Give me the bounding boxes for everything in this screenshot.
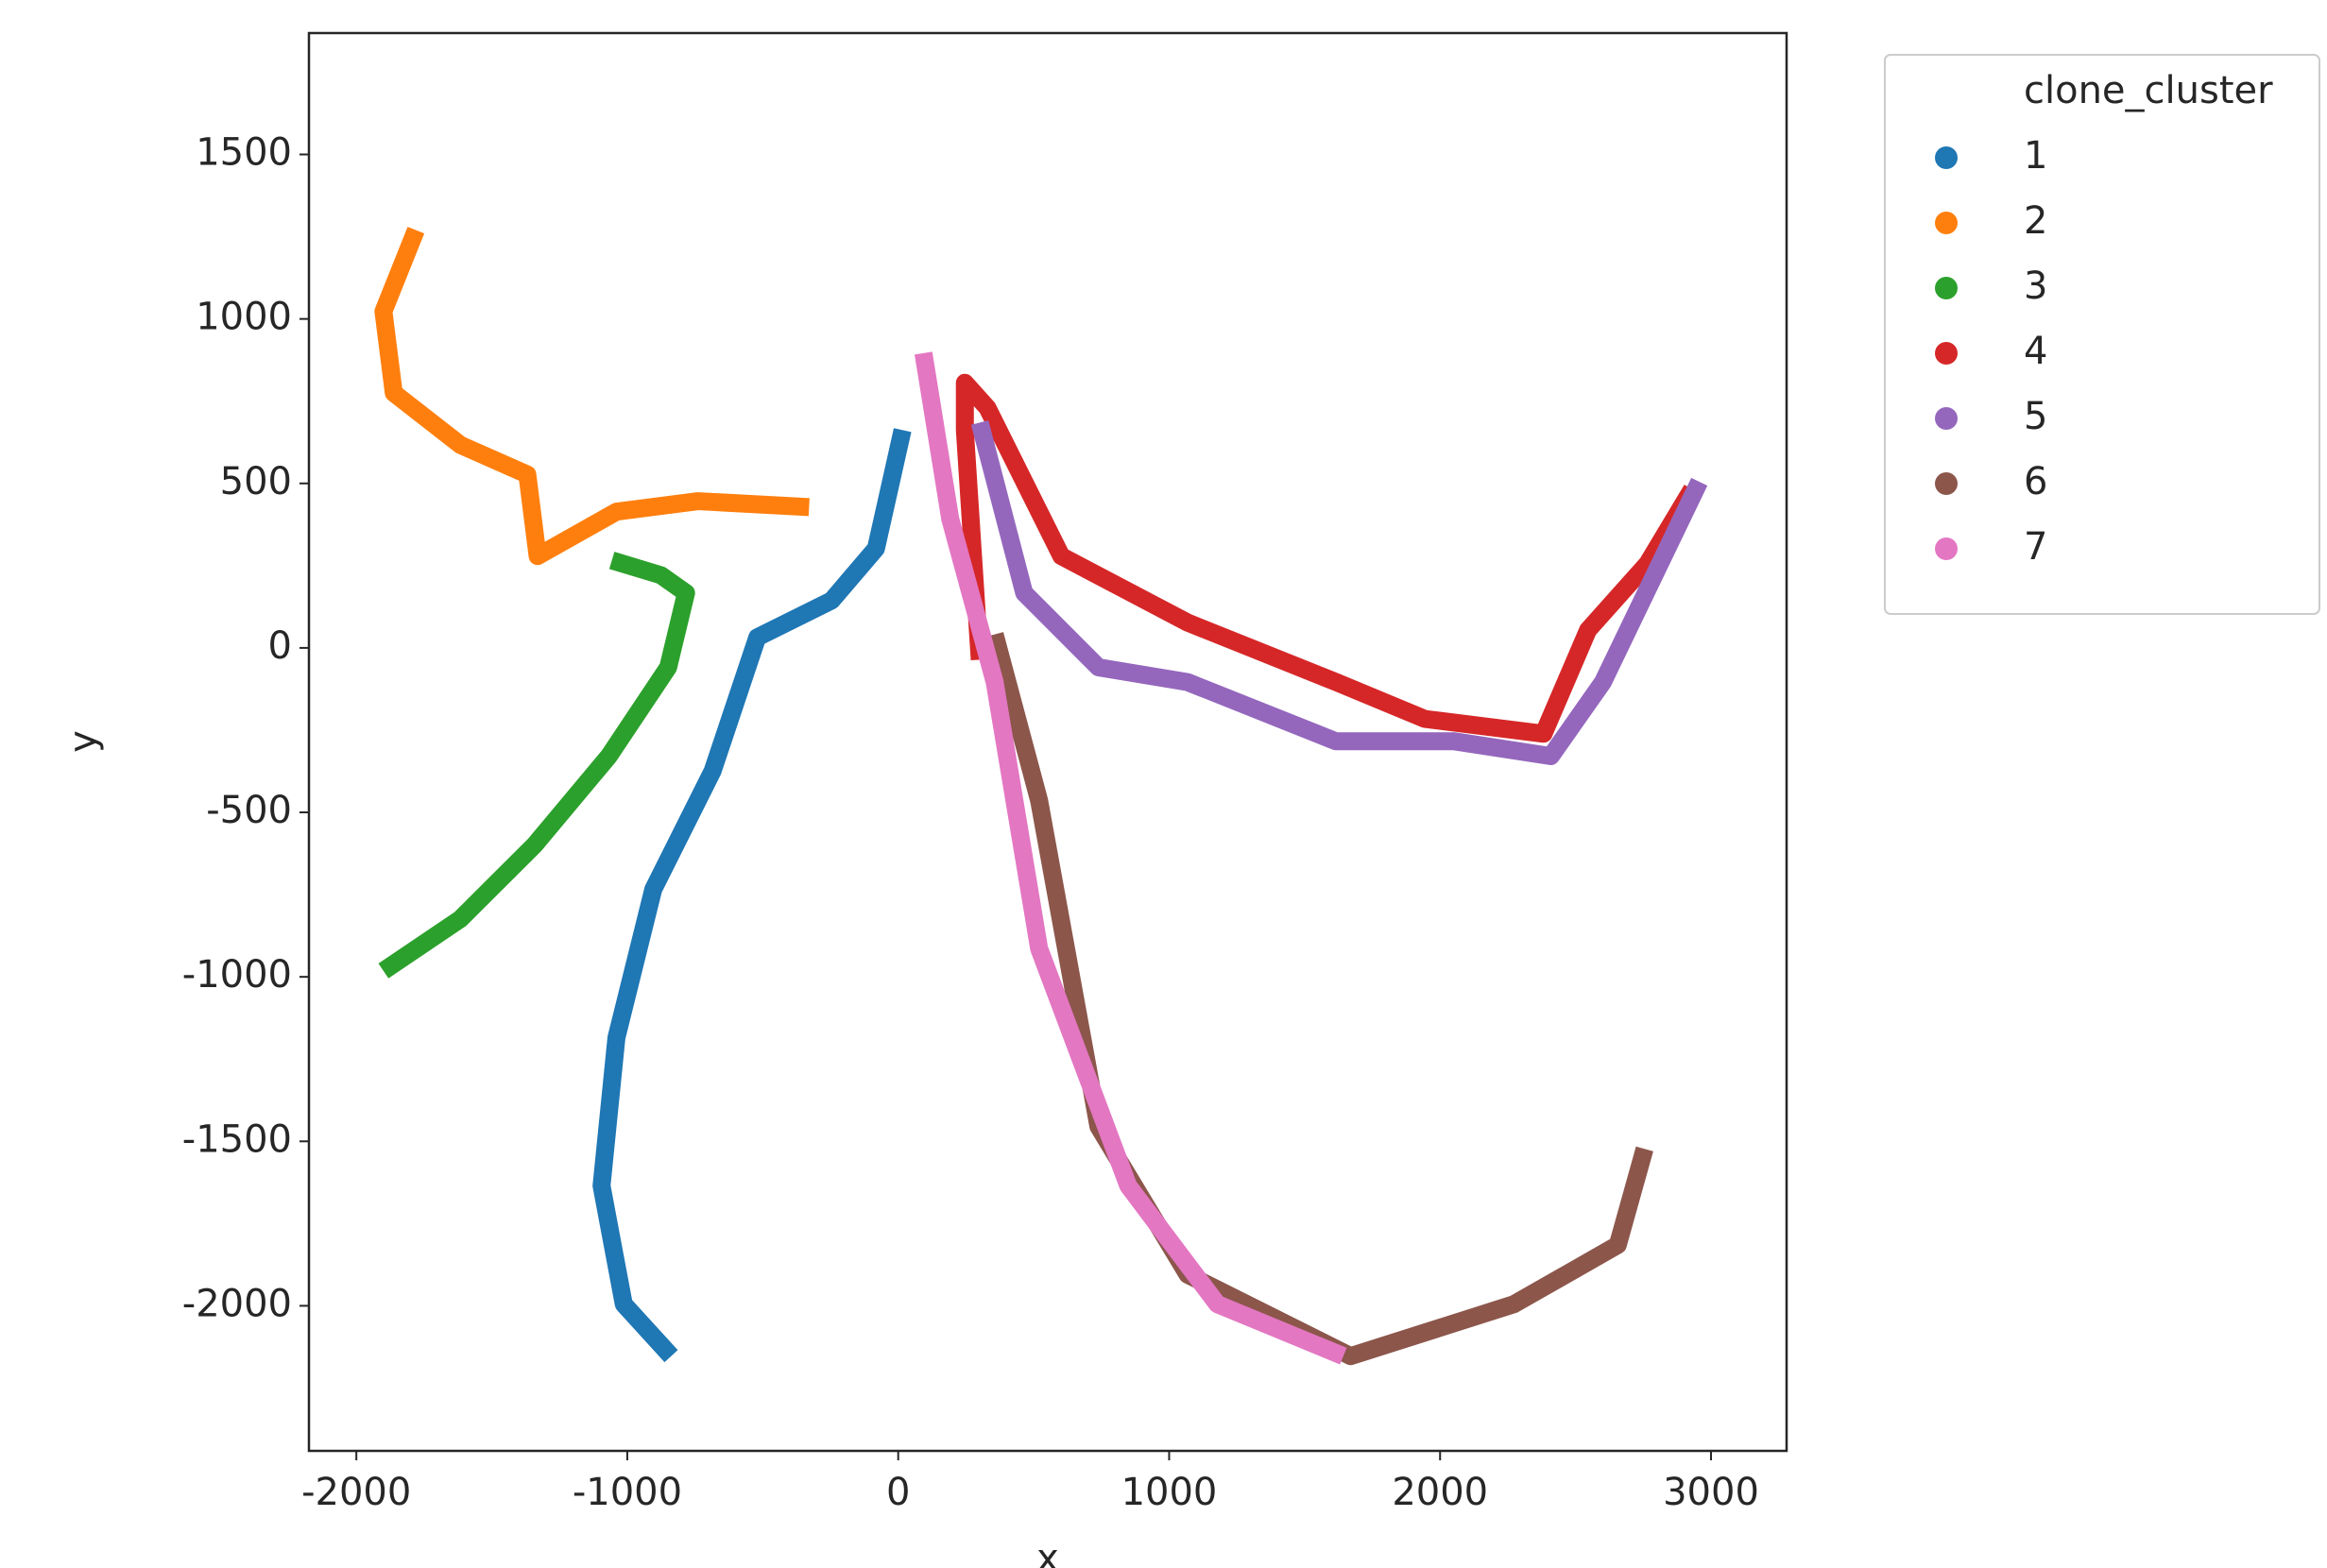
legend-marker — [1935, 407, 1958, 430]
trajectory-line — [374, 227, 810, 566]
legend-label: 2 — [2024, 199, 2047, 243]
x-tick-label: -1000 — [573, 1471, 682, 1514]
legend-marker — [1935, 277, 1958, 299]
x-tick-label: 2000 — [1392, 1471, 1488, 1514]
legend-marker — [1935, 537, 1958, 560]
y-tick-label: -1000 — [182, 953, 292, 997]
x-tick-label: 1000 — [1121, 1471, 1218, 1514]
y-tick-label: 1500 — [196, 131, 292, 175]
trajectory-line — [970, 419, 1708, 765]
legend-marker — [1935, 342, 1958, 365]
legend-label: 5 — [2024, 395, 2047, 438]
legend-label: 6 — [2024, 460, 2047, 503]
y-tick-label: 1000 — [196, 296, 292, 339]
legend-marker — [1935, 146, 1958, 169]
legend-label: 7 — [2024, 525, 2047, 569]
trajectory-line — [378, 552, 695, 979]
legend-label: 1 — [2024, 134, 2047, 178]
y-tick-label: -1500 — [182, 1117, 292, 1161]
trajectory-line — [985, 632, 1653, 1366]
legend-marker — [1935, 212, 1958, 234]
legend-label: 3 — [2024, 264, 2047, 308]
trajectory-line — [914, 351, 1347, 1365]
legend-box — [1884, 54, 2320, 615]
axes-frame — [307, 31, 1788, 1453]
legend-title: clone_cluster — [2024, 69, 2273, 112]
y-tick-label: 500 — [220, 460, 292, 503]
y-axis-label: y — [61, 730, 105, 753]
y-tick-label: -2000 — [182, 1282, 292, 1325]
legend-label: 4 — [2024, 330, 2047, 373]
trajectory-line — [955, 373, 1701, 743]
trajectory-line — [592, 428, 912, 1363]
legend-marker — [1935, 472, 1958, 495]
y-tick-label: -500 — [206, 789, 292, 832]
y-tick-label: 0 — [268, 624, 292, 668]
x-tick-label: -2000 — [301, 1471, 411, 1514]
x-tick-label: 0 — [886, 1471, 910, 1514]
x-tick-label: 3000 — [1663, 1471, 1759, 1514]
x-axis-label: x — [1036, 1537, 1059, 1568]
